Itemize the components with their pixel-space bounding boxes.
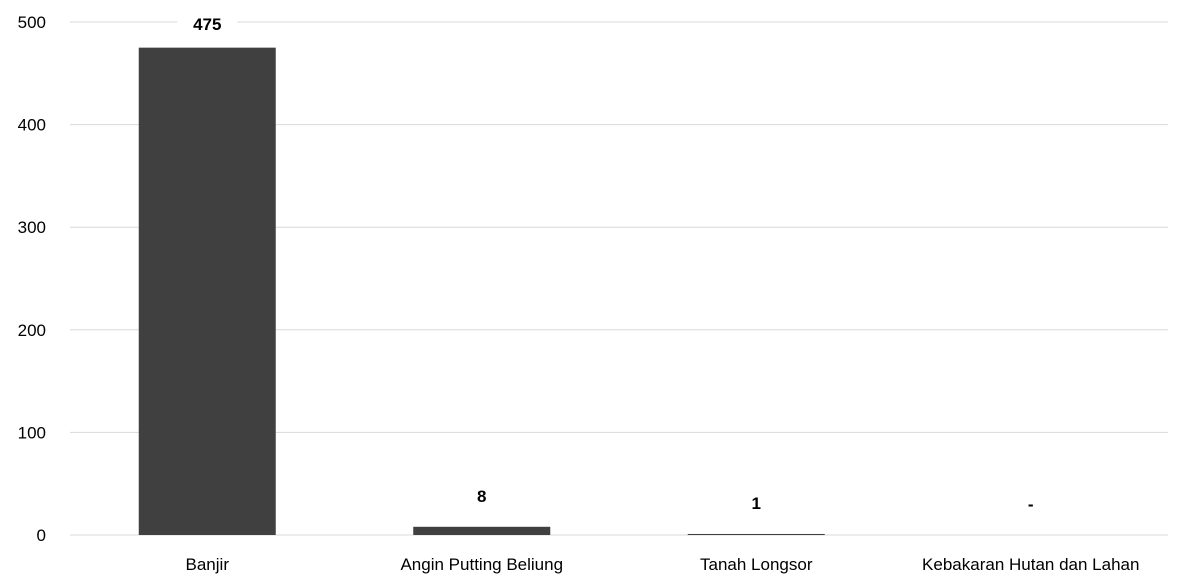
y-tick-label-300: 300 [18,218,46,237]
bar-tanah-longsor [687,533,825,535]
bar-angin-putting-beliung [413,526,551,535]
data-label-kebakaran-hutan-dan-lahan: - [1028,495,1034,514]
x-category-label-tanah-longsor: Tanah Longsor [700,555,813,574]
y-axis-tick-labels: 0 100 200 300 400 500 [18,13,46,545]
y-tick-label-400: 400 [18,116,46,135]
data-label-tanah-longsor: 1 [752,494,761,513]
y-tick-label-100: 100 [18,423,46,442]
data-label-angin-putting-beliung: 8 [477,487,486,506]
x-category-label-angin-putting-beliung: Angin Putting Beliung [400,555,563,574]
y-tick-label-200: 200 [18,321,46,340]
bars [138,47,825,536]
data-labels: 475 8 1 - [177,15,1034,514]
x-category-label-kebakaran-hutan-dan-lahan: Kebakaran Hutan dan Lahan [922,555,1139,574]
bar-banjir [138,47,276,536]
y-tick-label-0: 0 [37,526,46,545]
data-label-background [177,15,238,35]
data-label-banjir: 475 [193,15,221,34]
y-tick-label-500: 500 [18,13,46,32]
x-category-label-banjir: Banjir [186,555,230,574]
x-axis-category-labels: Banjir Angin Putting Beliung Tanah Longsor… [186,555,1140,574]
